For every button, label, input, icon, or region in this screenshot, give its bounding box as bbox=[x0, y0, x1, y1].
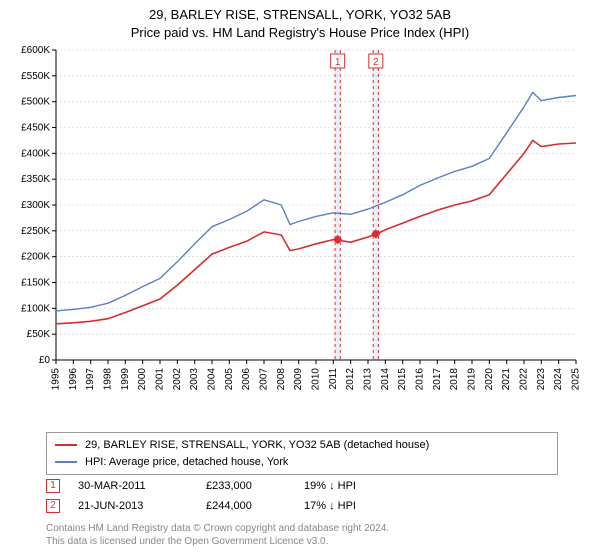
svg-text:2017: 2017 bbox=[432, 368, 443, 391]
svg-text:2007: 2007 bbox=[259, 368, 270, 391]
svg-text:£100K: £100K bbox=[21, 303, 50, 314]
svg-text:1: 1 bbox=[335, 57, 341, 68]
legend-item-price-paid: 29, BARLEY RISE, STRENSALL, YORK, YO32 5… bbox=[55, 437, 549, 454]
legend: 29, BARLEY RISE, STRENSALL, YORK, YO32 5… bbox=[46, 432, 558, 475]
transactions-table: 1 30-MAR-2011 £233,000 19% ↓ HPI 2 21-JU… bbox=[46, 476, 558, 516]
chart-svg: £0 £50K £100K £150K £200K £250K £300K £350K £400… bbox=[0, 44, 600, 424]
svg-text:1996: 1996 bbox=[68, 368, 79, 391]
footer-line-2: This data is licensed under the Open Gov… bbox=[46, 535, 566, 548]
svg-text:£550K: £550K bbox=[21, 71, 50, 82]
svg-text:£600K: £600K bbox=[21, 45, 50, 56]
svg-text:2021: 2021 bbox=[501, 368, 512, 391]
legend-swatch-price-paid bbox=[55, 444, 77, 446]
svg-text:£300K: £300K bbox=[21, 200, 50, 211]
title-line-1: 29, BARLEY RISE, STRENSALL, YORK, YO32 5… bbox=[0, 6, 600, 24]
svg-text:1998: 1998 bbox=[103, 368, 114, 391]
svg-text:2002: 2002 bbox=[172, 368, 183, 391]
svg-text:2012: 2012 bbox=[345, 368, 356, 391]
svg-text:2022: 2022 bbox=[519, 368, 530, 391]
svg-text:2024: 2024 bbox=[553, 368, 564, 391]
svg-text:2025: 2025 bbox=[571, 368, 582, 391]
svg-text:1997: 1997 bbox=[85, 368, 96, 391]
legend-swatch-hpi bbox=[55, 461, 77, 463]
transaction-row-2: 2 21-JUN-2013 £244,000 17% ↓ HPI bbox=[46, 496, 558, 516]
svg-text:2010: 2010 bbox=[311, 368, 322, 391]
svg-text:2005: 2005 bbox=[224, 368, 235, 391]
svg-text:£400K: £400K bbox=[21, 148, 50, 159]
svg-text:2016: 2016 bbox=[415, 368, 426, 391]
svg-text:£0: £0 bbox=[39, 355, 51, 366]
transaction-price-2: £244,000 bbox=[206, 500, 286, 512]
svg-text:£200K: £200K bbox=[21, 252, 50, 263]
svg-text:2014: 2014 bbox=[380, 368, 391, 391]
transaction-date-1: 30-MAR-2011 bbox=[78, 480, 188, 492]
svg-text:£250K: £250K bbox=[21, 226, 50, 237]
svg-text:1995: 1995 bbox=[51, 368, 62, 391]
transaction-delta-1: 19% ↓ HPI bbox=[304, 480, 384, 492]
footer: Contains HM Land Registry data © Crown c… bbox=[46, 522, 566, 548]
svg-text:£50K: £50K bbox=[27, 329, 51, 340]
svg-text:£350K: £350K bbox=[21, 174, 50, 185]
svg-text:2011: 2011 bbox=[328, 368, 339, 390]
footer-line-1: Contains HM Land Registry data © Crown c… bbox=[46, 522, 566, 535]
svg-text:2: 2 bbox=[373, 57, 379, 68]
svg-text:1999: 1999 bbox=[120, 368, 131, 391]
legend-item-hpi: HPI: Average price, detached house, York bbox=[55, 454, 549, 471]
svg-text:2013: 2013 bbox=[363, 368, 374, 391]
legend-label-price-paid: 29, BARLEY RISE, STRENSALL, YORK, YO32 5… bbox=[85, 437, 429, 454]
transaction-badge-1: 1 bbox=[46, 479, 60, 493]
svg-text:2015: 2015 bbox=[397, 368, 408, 391]
svg-text:2019: 2019 bbox=[467, 368, 478, 391]
transaction-delta-2: 17% ↓ HPI bbox=[304, 500, 384, 512]
svg-text:2020: 2020 bbox=[484, 368, 495, 391]
svg-text:2001: 2001 bbox=[155, 368, 166, 391]
svg-text:2008: 2008 bbox=[276, 368, 287, 391]
svg-text:2009: 2009 bbox=[293, 368, 304, 391]
transaction-badge-2: 2 bbox=[46, 499, 60, 513]
svg-text:2006: 2006 bbox=[241, 368, 252, 391]
chart-container: 29, BARLEY RISE, STRENSALL, YORK, YO32 5… bbox=[0, 0, 600, 560]
svg-text:2004: 2004 bbox=[207, 368, 218, 391]
legend-label-hpi: HPI: Average price, detached house, York bbox=[85, 454, 288, 471]
transaction-row-1: 1 30-MAR-2011 £233,000 19% ↓ HPI bbox=[46, 476, 558, 496]
svg-text:£450K: £450K bbox=[21, 123, 50, 134]
svg-text:2018: 2018 bbox=[449, 368, 460, 391]
transaction-date-2: 21-JUN-2013 bbox=[78, 500, 188, 512]
title-block: 29, BARLEY RISE, STRENSALL, YORK, YO32 5… bbox=[0, 0, 600, 41]
title-line-2: Price paid vs. HM Land Registry's House … bbox=[0, 24, 600, 42]
svg-text:2000: 2000 bbox=[137, 368, 148, 391]
svg-text:2023: 2023 bbox=[536, 368, 547, 391]
chart-area: £0 £50K £100K £150K £200K £250K £300K £350K £400… bbox=[0, 44, 600, 424]
svg-text:2003: 2003 bbox=[189, 368, 200, 391]
svg-text:£500K: £500K bbox=[21, 97, 50, 108]
transaction-price-1: £233,000 bbox=[206, 480, 286, 492]
svg-text:£150K: £150K bbox=[21, 278, 50, 289]
